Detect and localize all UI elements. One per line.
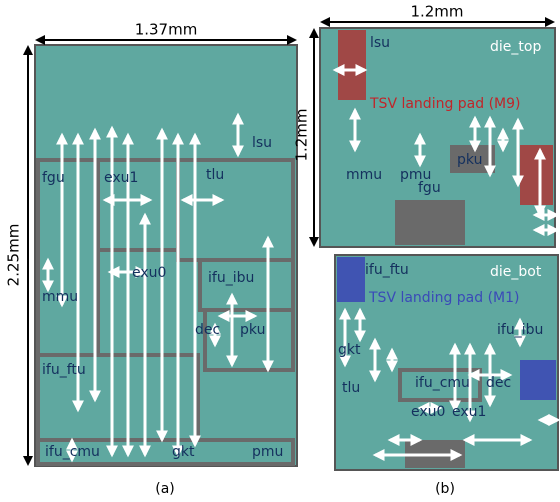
block-label: dec: [486, 375, 511, 391]
block-label: fgu: [418, 180, 441, 196]
caption: (b): [435, 481, 455, 497]
block-label: ifu_ftu: [42, 362, 86, 378]
block-label: ifu_cmu: [415, 375, 470, 391]
block-label: mmu: [346, 167, 382, 183]
block-label: fgu: [42, 170, 65, 186]
block-label: ifu_ibu: [208, 270, 254, 286]
block-label: pku: [457, 152, 482, 168]
width-label: 1.37mm: [135, 21, 198, 39]
block-label: exu1: [452, 404, 486, 420]
height-label: 2.25mm: [5, 224, 23, 287]
height-label: 1.2mm: [293, 108, 311, 161]
block-label: tlu: [206, 167, 224, 183]
block-label: exu0: [411, 404, 445, 420]
die-name: die_bot: [490, 264, 542, 280]
block-label: gkt: [338, 342, 361, 358]
block-label: lsu: [370, 35, 390, 51]
block-label: exu1: [104, 170, 138, 186]
tsv-note: TSV landing pad (M1): [368, 290, 520, 306]
block-label: ifu_ibu: [497, 322, 543, 338]
tsv-pads-top: [520, 145, 553, 205]
block-label: ifu_cmu: [45, 444, 100, 460]
caption: (a): [155, 481, 175, 497]
layout-shapes: [23, 17, 559, 471]
die-a: [34, 44, 298, 467]
block-label: ifu_ftu: [365, 262, 409, 278]
block-label: gkt: [172, 444, 195, 460]
block-label: pmu: [252, 444, 283, 460]
tsv-pads-bot: [337, 257, 365, 302]
block-label: pku: [240, 322, 265, 338]
block-label: mmu: [42, 289, 78, 305]
tsv-pads-bot: [520, 360, 556, 400]
block-label: tlu: [342, 380, 360, 396]
tsv-note: TSV landing pad (M9): [369, 96, 521, 112]
block-label: dec: [195, 322, 220, 338]
block-top: [395, 200, 465, 245]
block-label: lsu: [252, 135, 272, 151]
die-name: die_top: [490, 39, 541, 55]
block-label: exu0: [132, 265, 166, 281]
tsv-pads-top: [338, 30, 366, 100]
block-label: pmu: [400, 167, 431, 183]
width-label: 1.2mm: [410, 3, 463, 21]
block-bot: [398, 368, 482, 402]
